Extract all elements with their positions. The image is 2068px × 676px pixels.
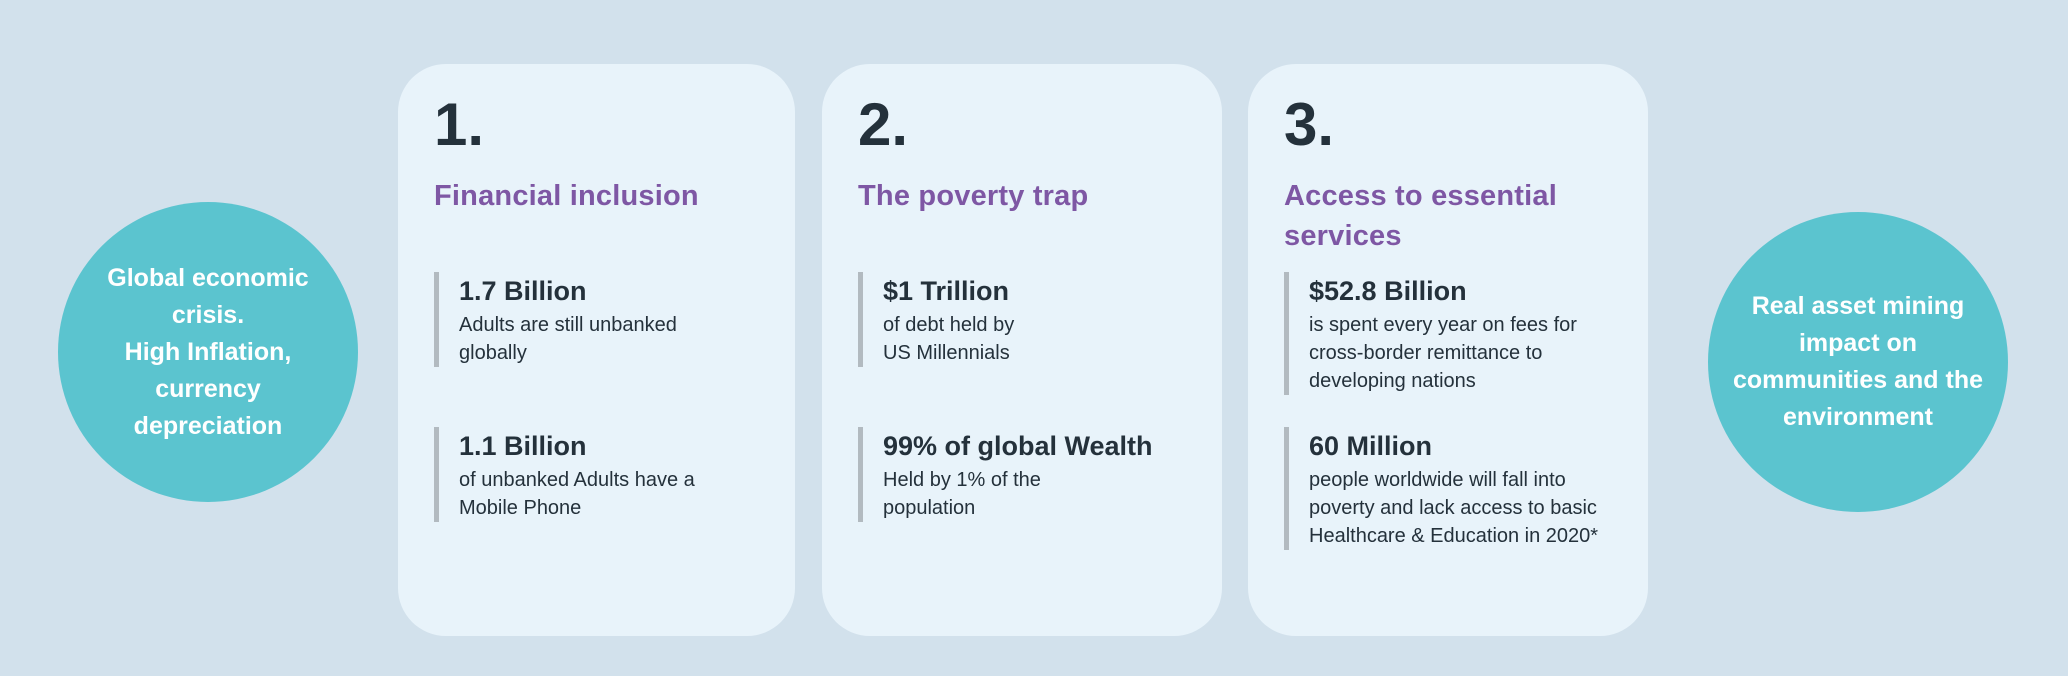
stat-group: $1 Trillion of debt held by US Millennia… [858,272,1192,367]
card-number: 2. [858,91,909,158]
stat-description: Held by 1% of the population [883,469,1041,519]
stat-group: 1.1 Billion of unbanked Adults have a Mo… [434,427,765,522]
stat-value: 60 Million [1309,431,1433,461]
stat-value: 1.7 Billion [459,276,587,306]
stat-slot: $52.8 Billion is spent every year on fee… [1284,272,1618,427]
stat-value: $1 Trillion [883,276,1010,306]
stat-group: $52.8 Billion is spent every year on fee… [1284,272,1618,395]
stat-description: is spent every year on fees for cross-bo… [1309,314,1577,392]
stat-description: people worldwide will fall into poverty … [1309,469,1599,547]
card-access-essential-services: 3. Access to essential services $52.8 Bi… [1248,64,1648,636]
card-title: Financial inclusion [434,180,699,212]
card-financial-inclusion: 1. Financial inclusion 1.7 Billion Adult… [398,64,795,636]
stat-value: 1.1 Billion [459,431,587,461]
stat-slot: 99% of global Wealth Held by 1% of the p… [858,427,1192,582]
stat-slot: 60 Million people worldwide will fall in… [1284,427,1618,582]
card-number: 1. [434,91,485,158]
stat-group: 60 Million people worldwide will fall in… [1284,427,1618,550]
card-number: 3. [1284,91,1335,158]
stat-value: $52.8 Billion [1309,276,1467,306]
stat-description: Adults are still unbanked globally [459,314,677,364]
card-poverty-trap: 2. The poverty trap $1 Trillion of debt … [822,64,1222,636]
stat-group: 1.7 Billion Adults are still unbanked gl… [434,272,765,367]
stat-slot: 1.1 Billion of unbanked Adults have a Mo… [434,427,765,582]
stat-description: of debt held by US Millennials [883,314,1015,364]
card-title: Access to essential services [1284,180,1557,252]
right-circle-text: Real asset mining impact on communities … [1732,292,1984,431]
left-circle-text: Global economic crisis. High Inflation, … [107,263,309,440]
stat-slot: 1.7 Billion Adults are still unbanked gl… [434,272,765,427]
stat-group: 99% of global Wealth Held by 1% of the p… [858,427,1192,522]
right-circle: Real asset mining impact on communities … [1708,212,2008,512]
left-circle: Global economic crisis. High Inflation, … [58,202,358,502]
card-title: The poverty trap [858,180,1089,212]
stat-description: of unbanked Adults have a Mobile Phone [459,469,695,519]
stat-value: 99% of global Wealth [883,431,1153,461]
stat-slot: $1 Trillion of debt held by US Millennia… [858,272,1192,427]
